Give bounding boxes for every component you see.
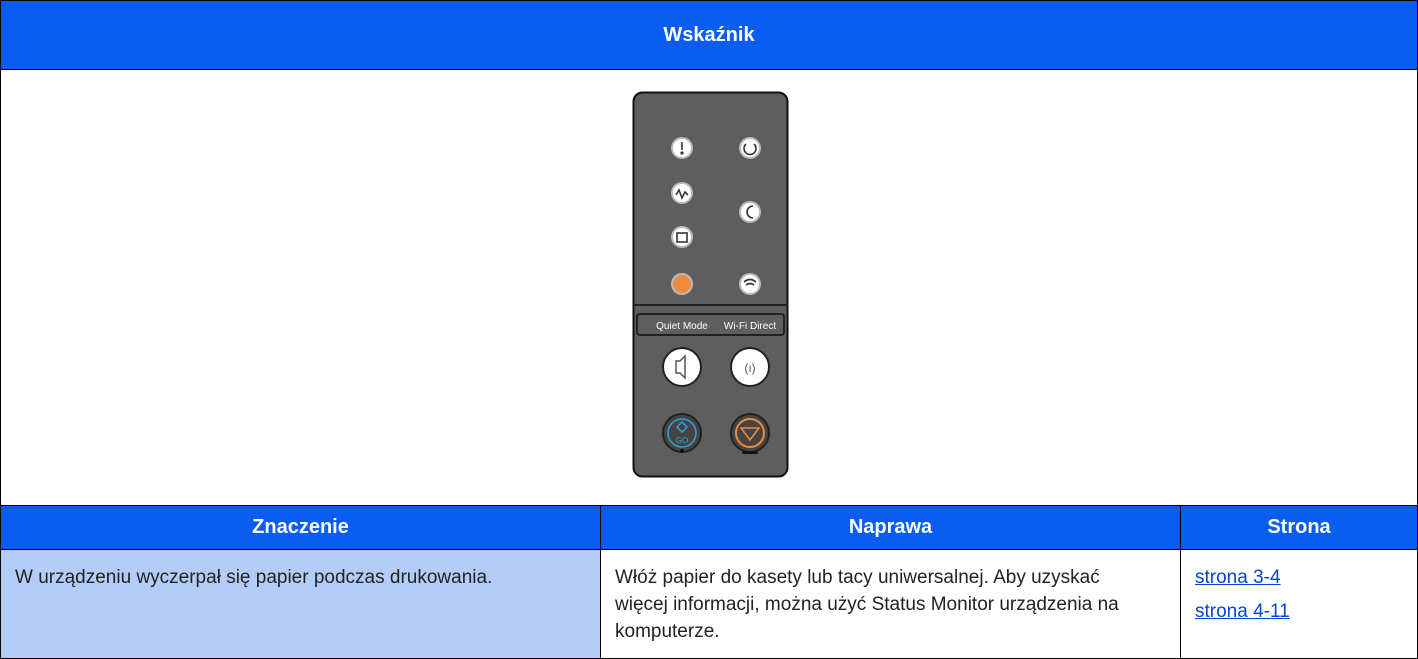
page-link[interactable]: strona 4-11	[1195, 601, 1290, 622]
control-panel: Quiet Mode Wi-Fi Direct (ı) GO	[632, 91, 789, 478]
svg-text:(ı): (ı)	[744, 361, 755, 375]
panel-label: Wi-Fi Direct	[724, 321, 776, 332]
panel-label: GO	[676, 436, 688, 445]
page-link[interactable]: strona 3-4	[1195, 567, 1281, 588]
panel-label: Quiet Mode	[656, 321, 708, 332]
column-header: Znaczenie	[0, 505, 601, 550]
remedy-cell: Włóż papier do kasety lub tacy uniwersal…	[600, 549, 1181, 659]
meaning-cell: W urządzeniu wyczerpał się papier podcza…	[0, 549, 601, 659]
column-header: Strona	[1180, 505, 1418, 550]
page-cell: strona 3-4 strona 4-11	[1180, 549, 1418, 659]
header-title: Wskaźnik	[0, 0, 1418, 70]
column-header: Naprawa	[600, 505, 1181, 550]
